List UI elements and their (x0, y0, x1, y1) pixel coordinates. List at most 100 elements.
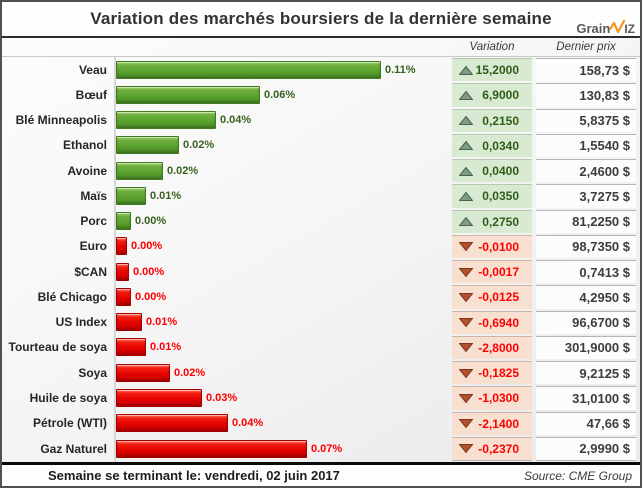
category-label: Huile de soya (29, 390, 107, 405)
market-row: Soya 0.02% -0,1825 9,2125 $ (2, 360, 636, 386)
market-row: Gaz Naturel 0.07% -0,2370 2,9990 $ (2, 435, 636, 462)
variation-value: -0,0100 (478, 239, 519, 254)
last-price-cell: 96,6700 $ (536, 310, 636, 334)
bar-percent-label: 0.00% (133, 265, 165, 278)
footer-divider (2, 462, 640, 465)
last-price-cell: 301,9000 $ (536, 335, 636, 359)
bar-percent-label: 0.01% (150, 341, 182, 354)
triangle-up-icon (459, 191, 473, 201)
category-label: Porc (80, 214, 107, 229)
market-row: Blé Minneapolis 0.04% 0,2150 5,8375 $ (2, 107, 636, 133)
triangle-down-icon (459, 393, 473, 403)
variation-value: 0,2750 (482, 214, 519, 229)
value-bar (116, 186, 146, 205)
triangle-up-icon (459, 116, 473, 126)
week-ending-label: Semaine se terminant le: vendredi, 02 ju… (48, 468, 340, 483)
bar-zone: 0.00% (114, 208, 452, 234)
bar-zone: 0.00% (114, 284, 452, 310)
category-label: Ethanol (63, 138, 107, 153)
column-headers: Variation Dernier prix (2, 38, 640, 57)
bar-percent-label: 0.02% (183, 139, 215, 152)
variation-cell: -0,2370 (452, 436, 532, 461)
last-price-cell: 158,73 $ (536, 58, 636, 82)
variation-value: 0,0350 (482, 189, 519, 204)
logo-zigzag-w-icon (609, 19, 626, 35)
bar-percent-label: 0.06% (264, 88, 296, 101)
bar-zone: 0.01% (114, 334, 452, 360)
value-bar (116, 161, 163, 180)
value-bar (116, 338, 146, 357)
triangle-up-icon (459, 166, 473, 176)
category-label: Bœuf (75, 87, 107, 102)
last-price-cell: 1,5540 $ (536, 133, 636, 157)
value-bar (116, 60, 381, 79)
category-label: Veau (78, 62, 107, 77)
value-bar (116, 388, 202, 407)
variation-value: -0,0017 (478, 265, 519, 280)
variation-value: -2,1400 (478, 416, 519, 431)
bar-zone: 0.01% (114, 309, 452, 335)
category-label: Tourteau de soya (8, 340, 107, 355)
variation-value: 15,2000 (475, 63, 519, 78)
bar-zone: 0.06% (114, 82, 452, 108)
last-price-cell: 0,7413 $ (536, 260, 636, 284)
variation-value: 6,9000 (482, 88, 519, 103)
value-bar (116, 85, 260, 104)
last-price-value: 1,5540 $ (579, 138, 630, 154)
bar-zone: 0.02% (114, 158, 452, 184)
source-label: Source: CME Group (523, 468, 632, 483)
category-label: Blé Minneapolis (15, 113, 107, 128)
variation-value: -0,6940 (478, 315, 519, 330)
market-row: Euro 0.00% -0,0100 98,7350 $ (2, 233, 636, 259)
last-price-cell: 31,0100 $ (536, 386, 636, 410)
market-row: Tourteau de soya 0.01% -2,8000 301,9000 … (2, 334, 636, 360)
category-label: Maïs (80, 188, 107, 203)
market-row: $CAN 0.00% -0,0017 0,7413 $ (2, 259, 636, 285)
variation-cell: -2,1400 (452, 411, 532, 435)
triangle-down-icon (459, 343, 473, 353)
market-row: Avoine 0.02% 0,0400 2,4600 $ (2, 158, 636, 184)
variation-cell: -0,1825 (452, 361, 532, 385)
bar-percent-label: 0.00% (135, 215, 167, 228)
value-bar (116, 363, 170, 382)
variation-cell: 0,0400 (452, 159, 532, 183)
bar-percent-label: 0.07% (311, 442, 343, 455)
last-price-cell: 2,4600 $ (536, 159, 636, 183)
last-price-value: 5,8375 $ (579, 113, 630, 129)
bar-percent-label: 0.11% (385, 63, 416, 76)
bar-zone: 0.01% (114, 183, 452, 209)
variation-cell: -0,0100 (452, 234, 532, 258)
last-price-value: 3,7275 $ (579, 188, 630, 204)
bar-zone: 0.07% (114, 435, 452, 462)
category-label: $CAN (74, 264, 107, 279)
market-row: Ethanol 0.02% 0,0340 1,5540 $ (2, 132, 636, 158)
triangle-down-icon (459, 368, 473, 378)
logo-text-grain: Grain (576, 21, 611, 36)
variation-cell: 0,2150 (452, 108, 532, 132)
triangle-up-icon (459, 90, 473, 100)
value-bar (116, 136, 179, 155)
variation-value: 0,2150 (482, 113, 519, 128)
triangle-up-icon (459, 141, 473, 151)
category-label: US Index (55, 315, 107, 330)
market-row: Pétrole (WTI) 0.04% -2,1400 47,66 $ (2, 410, 636, 436)
logo-text-iz: iz (624, 22, 635, 36)
value-bar (116, 111, 216, 130)
variation-cell: -0,0017 (452, 260, 532, 284)
last-price-cell: 3,7275 $ (536, 184, 636, 208)
triangle-up-icon (459, 217, 473, 227)
bar-percent-label: 0.04% (220, 114, 252, 127)
variation-column-header: Variation (469, 41, 515, 53)
variation-value: -0,0125 (478, 290, 519, 305)
triangle-down-icon (459, 242, 473, 252)
last-price-value: 9,2125 $ (579, 365, 630, 381)
variation-cell: -2,8000 (452, 335, 532, 359)
grainwiz-logo: Grain iz (576, 19, 635, 36)
last-price-cell: 130,83 $ (536, 83, 636, 107)
bar-zone: 0.11% (114, 57, 452, 83)
category-label: Blé Chicago (37, 289, 107, 304)
category-label: Pétrole (WTI) (33, 416, 107, 431)
bar-zone: 0.03% (114, 385, 452, 411)
last-price-value: 130,83 $ (579, 87, 630, 103)
